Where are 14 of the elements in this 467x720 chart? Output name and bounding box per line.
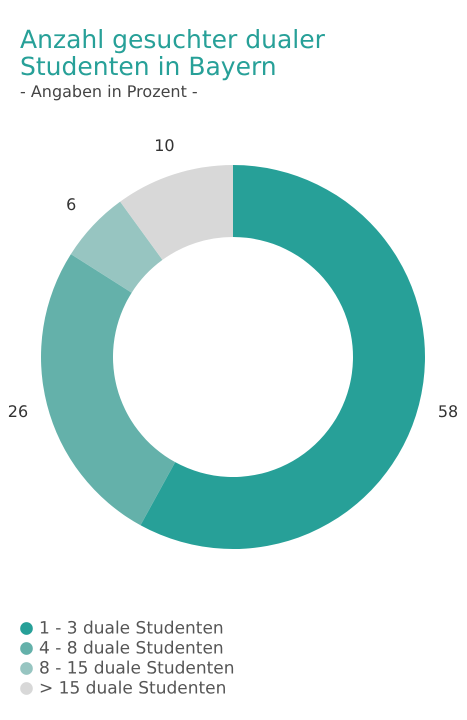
legend-label: 4 - 8 duale Studenten: [39, 638, 224, 658]
donut-slice: [41, 254, 176, 526]
legend-label: > 15 duale Studenten: [39, 678, 226, 698]
legend-label: 8 - 15 duale Studenten: [39, 658, 235, 678]
data-label: 58: [438, 402, 458, 422]
text: Studenten in Bayern: [20, 52, 277, 81]
legend-label: 1 - 3 duale Studenten: [39, 618, 224, 638]
donut-slice: [120, 165, 233, 260]
data-label: 6: [66, 195, 76, 214]
data-label: 10: [154, 136, 175, 155]
data-label: 26: [8, 402, 28, 422]
text: Anzahl gesuchter dualer: [20, 25, 325, 54]
donut-slice: [140, 165, 425, 549]
chart-subtitle: - Angaben in Prozent -: [20, 82, 198, 101]
